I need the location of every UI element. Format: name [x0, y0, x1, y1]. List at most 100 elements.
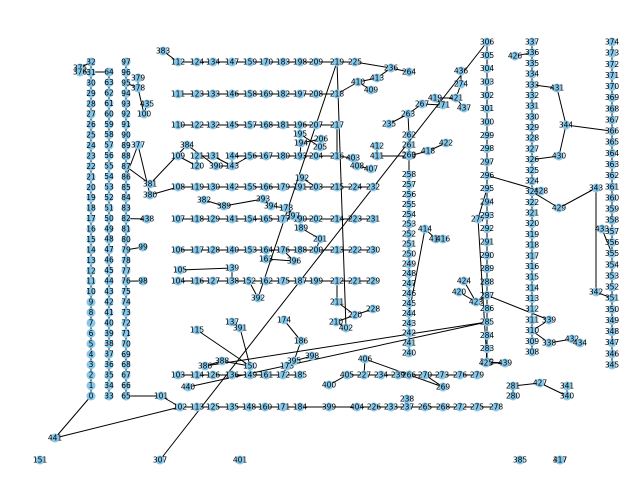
graph-node-label: 342	[589, 288, 604, 297]
graph-node: 270	[418, 370, 432, 380]
graph-edge	[354, 61, 392, 69]
graph-node-marker	[607, 171, 617, 181]
graph-node-marker	[192, 370, 202, 380]
graph-node-label: 87	[121, 162, 131, 171]
graph-node-label: 185	[293, 371, 308, 380]
graph-node-label: 152	[242, 277, 257, 286]
graph-node-label: 232	[366, 183, 381, 192]
graph-node-label: 180	[276, 152, 291, 161]
graph-node-label: 241	[402, 339, 417, 348]
graph-node-label: 45	[104, 266, 114, 275]
graph-node-marker	[536, 186, 546, 196]
graph-node: 202	[309, 214, 323, 224]
graph-node-label: 120	[190, 162, 205, 171]
graph-node-marker	[420, 402, 430, 412]
graph-node: 137	[225, 317, 239, 327]
graph-node-label: 246	[402, 289, 417, 298]
graph-node: 222	[348, 245, 363, 255]
graph-node: 149	[243, 370, 257, 380]
graph-node-marker	[121, 67, 131, 77]
graph-node-marker	[121, 328, 131, 338]
graph-node-marker	[121, 234, 131, 244]
graph-node: 95	[121, 78, 131, 88]
graph-node-label: 128	[206, 246, 221, 255]
graph-node-label: 121	[190, 152, 205, 161]
graph-node-marker	[482, 317, 492, 327]
graph-node: 291	[480, 237, 494, 247]
graph-node-marker	[527, 69, 537, 79]
graph-node-label: 339	[542, 316, 557, 325]
graph-node: 92	[121, 109, 131, 119]
graph-edge	[149, 144, 188, 185]
graph-node-marker	[404, 318, 414, 328]
graph-edge	[186, 144, 217, 167]
graph-node-marker	[192, 402, 202, 412]
graph-node: 11	[86, 276, 96, 286]
graph-node: 255	[402, 199, 416, 209]
graph-node-marker	[482, 250, 492, 260]
graph-node: 384	[180, 140, 194, 150]
graph-node-marker	[527, 326, 537, 336]
graph-node: 179	[276, 182, 290, 192]
graph-node-label: 95	[121, 78, 131, 87]
graph-node-label: 404	[350, 403, 365, 412]
graph-node-marker	[121, 130, 131, 140]
graph-node-label: 254	[402, 210, 417, 219]
graph-node: 64	[104, 67, 114, 77]
graph-node-label: 29	[86, 89, 96, 98]
graph-node-label: 20	[86, 183, 96, 192]
graph-node-label: 437	[457, 104, 472, 113]
graph-node-marker	[307, 351, 317, 361]
graph-node: 219	[330, 57, 344, 67]
graph-node: 374	[605, 37, 619, 47]
graph-node: 431	[550, 83, 564, 93]
graph-node-label: 176	[276, 246, 291, 255]
graph-node-marker	[121, 193, 131, 203]
graph-node-marker	[104, 297, 114, 307]
graph-node-label: 222	[348, 246, 363, 255]
graph-node-marker	[482, 237, 492, 247]
graph-node: 429	[552, 203, 566, 213]
graph-node: 133	[206, 89, 220, 99]
graph-edge	[565, 124, 613, 132]
graph-node-label: 317	[525, 251, 540, 260]
graph-node-marker	[591, 183, 601, 193]
graph-node: 238	[400, 394, 414, 404]
graph-node-marker	[527, 347, 537, 357]
graph-node-marker	[472, 370, 482, 380]
graph-node-label: 341	[560, 382, 575, 391]
graph-node-label: 144	[225, 152, 240, 161]
graph-node-marker	[173, 57, 183, 67]
graph-node-marker	[527, 336, 537, 346]
graph-node: 103	[171, 370, 185, 380]
graph-node-label: 323	[525, 187, 540, 196]
graph-node: 116	[190, 276, 204, 286]
graph-node-marker	[104, 234, 114, 244]
graph-node-label: 378	[131, 84, 146, 93]
graph-node: 183	[276, 57, 290, 67]
graph-node-label: 307	[153, 456, 168, 465]
graph-node: 292	[480, 224, 494, 234]
graph-node-label: 22	[86, 162, 96, 171]
graph-node: 388	[215, 356, 230, 366]
graph-node-marker	[261, 254, 271, 264]
graph-node: 357	[605, 226, 619, 236]
graph-node: 353	[605, 271, 619, 281]
graph-node-label: 142	[225, 183, 240, 192]
graph-node-label: 391	[233, 324, 248, 333]
graph-node-marker	[173, 182, 183, 192]
graph-node-label: 430	[552, 152, 567, 161]
graph-node: 439	[498, 358, 512, 368]
graph-node: 263	[401, 109, 415, 119]
graph-node: 193	[293, 151, 307, 161]
graph-node: 342	[589, 287, 604, 297]
graph-node: 406	[358, 354, 372, 364]
graph-node-marker	[245, 151, 255, 161]
graph-node: 213	[330, 245, 344, 255]
graph-node-marker	[86, 391, 96, 401]
graph-node-label: 388	[215, 357, 230, 366]
graph-node: 99	[138, 242, 148, 252]
graph-node-marker	[342, 370, 352, 380]
graph-node: 231	[366, 214, 380, 224]
graph-node-label: 253	[402, 220, 417, 229]
